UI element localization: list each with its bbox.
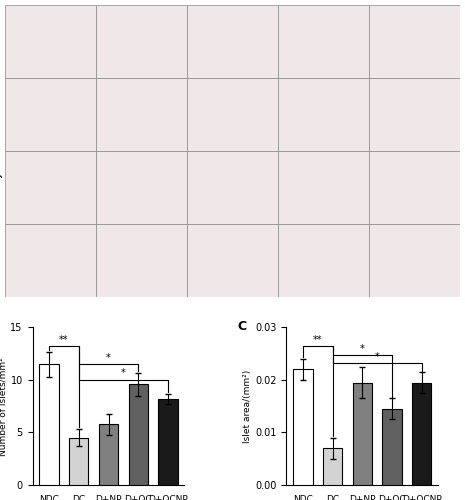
- FancyBboxPatch shape: [96, 224, 187, 297]
- Bar: [412, 382, 432, 485]
- Text: Kidney: Kidney: [0, 172, 2, 204]
- FancyBboxPatch shape: [278, 151, 369, 224]
- Text: *: *: [375, 352, 379, 362]
- FancyBboxPatch shape: [5, 224, 96, 297]
- FancyBboxPatch shape: [5, 5, 96, 78]
- Text: **: **: [313, 335, 322, 345]
- FancyBboxPatch shape: [278, 78, 369, 151]
- Y-axis label: Number of islets/mm²: Number of islets/mm²: [0, 357, 8, 456]
- Text: Brain: Brain: [0, 248, 2, 273]
- FancyBboxPatch shape: [96, 78, 187, 151]
- FancyBboxPatch shape: [369, 224, 460, 297]
- FancyBboxPatch shape: [278, 224, 369, 297]
- FancyBboxPatch shape: [96, 5, 187, 78]
- Bar: [323, 448, 342, 485]
- Text: **: **: [59, 335, 69, 345]
- Bar: [69, 438, 88, 485]
- FancyBboxPatch shape: [278, 5, 369, 78]
- FancyBboxPatch shape: [187, 151, 278, 224]
- Text: *: *: [360, 344, 365, 353]
- FancyBboxPatch shape: [187, 224, 278, 297]
- Text: *: *: [121, 368, 126, 378]
- FancyBboxPatch shape: [5, 151, 96, 224]
- Bar: [99, 424, 118, 485]
- FancyBboxPatch shape: [369, 5, 460, 78]
- Bar: [293, 370, 312, 485]
- Bar: [382, 409, 402, 485]
- Text: *: *: [106, 352, 111, 362]
- Bar: [40, 364, 59, 485]
- FancyBboxPatch shape: [187, 5, 278, 78]
- Bar: [158, 399, 178, 485]
- FancyBboxPatch shape: [369, 78, 460, 151]
- Text: C: C: [238, 320, 247, 332]
- Bar: [352, 382, 372, 485]
- FancyBboxPatch shape: [369, 151, 460, 224]
- FancyBboxPatch shape: [187, 78, 278, 151]
- FancyBboxPatch shape: [96, 151, 187, 224]
- Text: Pancreas: Pancreas: [0, 20, 2, 63]
- Text: Liver: Liver: [0, 102, 2, 126]
- Y-axis label: Islet area/(mm²): Islet area/(mm²): [243, 370, 252, 443]
- Bar: [128, 384, 148, 485]
- FancyBboxPatch shape: [5, 78, 96, 151]
